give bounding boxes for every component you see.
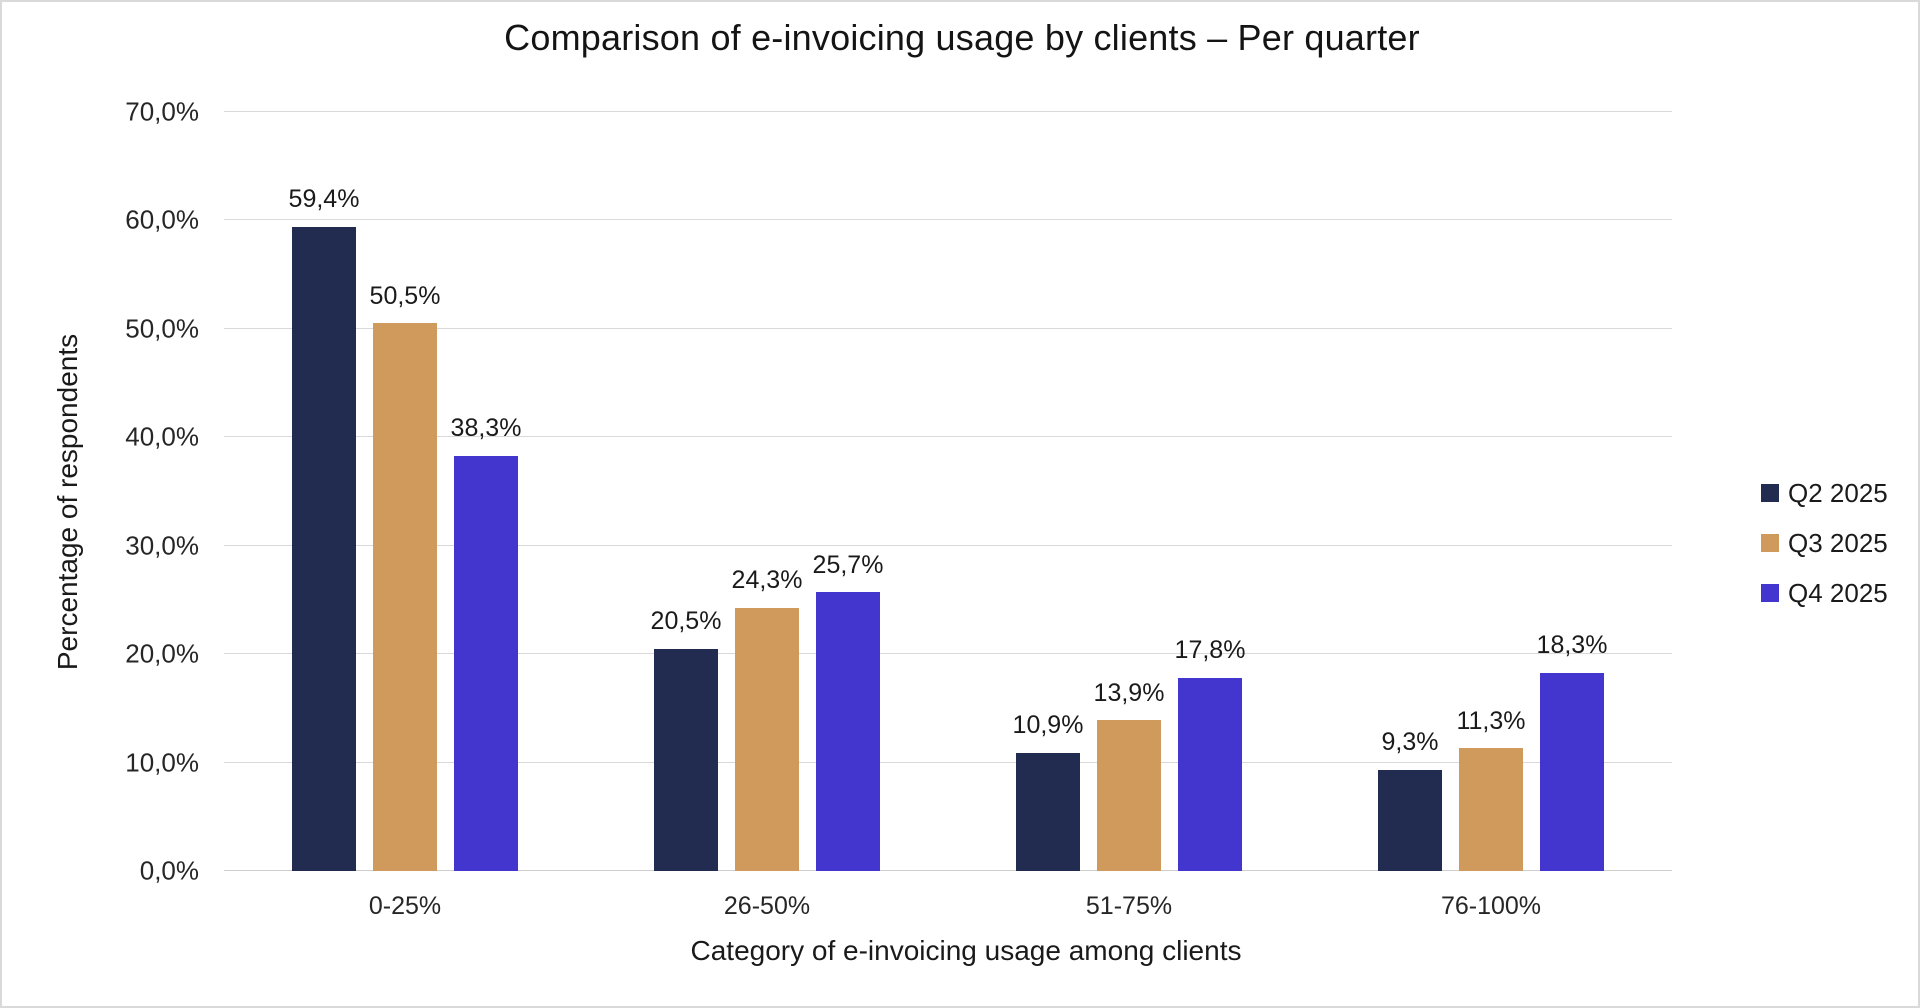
gridline-50 [224, 327, 1672, 329]
x-tick-label-26-50: 26-50% [723, 892, 811, 920]
legend-item-q4-2025: Q4 2025 [1761, 568, 1888, 618]
plot-area: 59,4% 20,5% 10,9% 9,3% 50,5% 24,3% 13,9% 11,3% 3… [224, 111, 1672, 871]
bar-q3-2025-26-50 [735, 607, 799, 871]
bar-q4-2025-76-100 [1540, 672, 1604, 871]
bar-value-label-q2-2025-26-50: 20,5% [650, 606, 722, 635]
legend-swatch-icon [1761, 484, 1779, 502]
y-axis-title: Percentage of respondents [52, 333, 83, 671]
legend-label: Q3 2025 [1788, 527, 1888, 558]
legend: Q2 2025 Q3 2025 Q4 2025 [1761, 468, 1888, 618]
bar-value-label-q4-2025-76-100: 18,3% [1536, 630, 1608, 659]
legend-label: Q2 2025 [1788, 477, 1888, 508]
bar-value-label-q3-2025-26-50: 24,3% [731, 565, 803, 594]
x-axis-title: Category of e-invoicing usage among clie… [690, 935, 1242, 966]
bar-value-label-q2-2025-0-25: 59,4% [288, 185, 360, 214]
y-tick-label-10: 10,0% [125, 747, 199, 778]
bar-q4-2025-51-75 [1178, 678, 1242, 871]
bar-value-label-q3-2025-0-25: 50,5% [369, 281, 441, 310]
x-tick-label-0-25: 0-25% [368, 892, 442, 920]
bar-value-label-q2-2025-51-75: 10,9% [1012, 711, 1084, 740]
y-tick-label-60: 60,0% [125, 204, 199, 235]
y-tick-label-50: 50,0% [125, 313, 199, 344]
bar-q2-2025-51-75 [1016, 752, 1080, 871]
legend-swatch-icon [1761, 584, 1779, 602]
bar-value-label-q2-2025-76-100: 9,3% [1381, 728, 1439, 757]
gridline-40 [224, 436, 1672, 438]
bar-q4-2025-0-25 [454, 455, 518, 871]
legend-item-q3-2025: Q3 2025 [1761, 518, 1888, 568]
gridline-60 [224, 219, 1672, 221]
y-tick-label-0: 0,0% [139, 855, 199, 886]
legend-item-q2-2025: Q2 2025 [1761, 468, 1888, 518]
chart-title: Comparison of e-invoicing usage by clien… [504, 17, 1420, 58]
bar-value-label-q3-2025-76-100: 11,3% [1456, 706, 1526, 735]
gridline-70 [224, 111, 1672, 112]
bar-q2-2025-26-50 [654, 648, 718, 871]
y-tick-label-40: 40,0% [125, 421, 199, 452]
bar-value-label-q4-2025-26-50: 25,7% [812, 550, 884, 579]
bar-q4-2025-26-50 [816, 592, 880, 871]
bar-q2-2025-76-100 [1378, 770, 1442, 871]
x-tick-label-51-75: 51-75% [1085, 892, 1173, 920]
gridline-30 [224, 544, 1672, 546]
gridline-10 [224, 761, 1672, 763]
gridline-0 [224, 870, 1672, 871]
bar-value-label-q3-2025-51-75: 13,9% [1093, 678, 1165, 707]
bar-q3-2025-51-75 [1097, 720, 1161, 871]
legend-swatch-icon [1761, 534, 1779, 552]
bar-q2-2025-0-25 [292, 226, 356, 871]
bar-q3-2025-0-25 [373, 323, 437, 871]
y-tick-label-20: 20,0% [125, 638, 199, 669]
bar-q3-2025-76-100 [1459, 748, 1523, 871]
y-tick-label-30: 30,0% [125, 530, 199, 561]
legend-label: Q4 2025 [1788, 577, 1888, 608]
gridline-20 [224, 653, 1672, 655]
x-tick-label-76-100: 76-100% [1440, 892, 1542, 920]
bar-value-label-q4-2025-51-75: 17,8% [1174, 636, 1246, 665]
bar-value-label-q4-2025-0-25: 38,3% [450, 413, 522, 442]
y-tick-label-70: 70,0% [125, 96, 199, 127]
